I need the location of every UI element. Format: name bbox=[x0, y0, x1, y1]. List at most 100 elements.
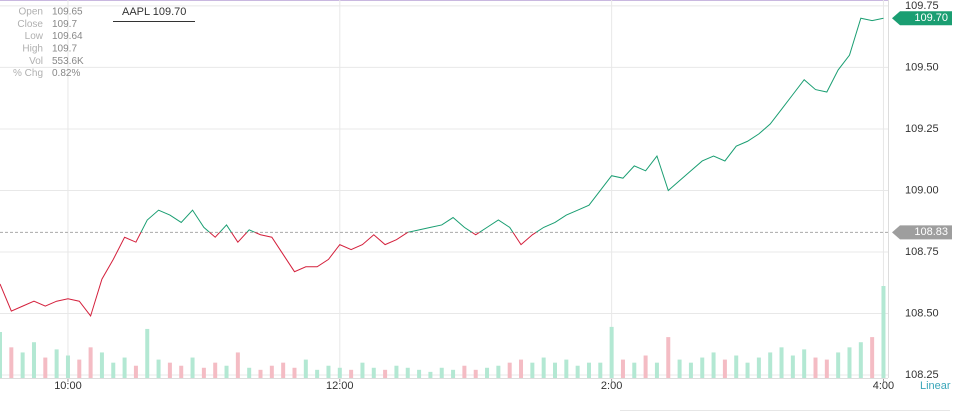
volume-bar bbox=[0, 332, 2, 378]
volume-bar bbox=[779, 347, 784, 378]
volume-bar bbox=[54, 349, 59, 378]
volume-bar bbox=[824, 359, 829, 378]
volume-bar bbox=[802, 349, 807, 378]
volume-bar bbox=[77, 359, 82, 378]
y-tick-label: 108.25 bbox=[905, 369, 939, 381]
scale-label[interactable]: Linear bbox=[920, 380, 951, 392]
last-price-tag-label: 109.70 bbox=[914, 12, 948, 24]
y-tick-label: 109.50 bbox=[905, 61, 939, 73]
reference-tag: 108.83 bbox=[892, 225, 952, 240]
x-tick-label: 4:00 bbox=[873, 380, 894, 392]
info-panel: Open 109.65 Close 109.7 Low 109.64 High 109.7 Vo… bbox=[13, 7, 84, 80]
x-tick-label: 12:00 bbox=[326, 380, 354, 392]
volume-bar bbox=[326, 365, 331, 378]
volume-bar bbox=[677, 359, 682, 378]
x-tick-label: 2:00 bbox=[601, 380, 622, 392]
volume-bar bbox=[349, 369, 354, 378]
volume bbox=[0, 286, 886, 378]
volume-bar bbox=[111, 362, 116, 378]
legend: AAPL 109.70 bbox=[113, 6, 195, 22]
volume-bar bbox=[190, 357, 195, 378]
volume-bar bbox=[575, 365, 580, 378]
volume-bar bbox=[688, 362, 693, 378]
last-price-tag-shape bbox=[892, 11, 952, 26]
info-label: Open bbox=[19, 7, 43, 18]
volume-bar bbox=[836, 352, 841, 378]
volume-bar bbox=[666, 337, 671, 378]
volume-bar bbox=[133, 365, 138, 378]
info-label: Vol bbox=[29, 56, 43, 67]
x-tick-label: 10:00 bbox=[54, 380, 82, 392]
volume-bar bbox=[235, 352, 240, 378]
volume-bar bbox=[65, 355, 70, 378]
volume-bar bbox=[269, 365, 274, 378]
volume-bar bbox=[281, 362, 286, 378]
volume-bar bbox=[439, 367, 444, 378]
volume-bar bbox=[485, 367, 490, 378]
price-line-down bbox=[0, 232, 538, 318]
info-label: Low bbox=[25, 31, 44, 42]
volume-bar bbox=[43, 357, 48, 378]
volume-bar bbox=[541, 357, 546, 378]
info-label: High bbox=[22, 44, 43, 55]
info-label: Close bbox=[17, 19, 43, 30]
y-tick-label: 108.50 bbox=[905, 307, 939, 319]
volume-bar bbox=[247, 367, 252, 378]
info-value: 109.7 bbox=[52, 19, 77, 30]
y-tick-label: 109.75 bbox=[905, 0, 939, 12]
volume-bar bbox=[20, 352, 25, 378]
info-value: 109.7 bbox=[52, 44, 77, 55]
volume-bar bbox=[213, 362, 218, 378]
volume-bar bbox=[632, 362, 637, 378]
volume-bar bbox=[303, 359, 308, 378]
info-value: 109.65 bbox=[52, 7, 83, 18]
volume-bar bbox=[756, 357, 761, 378]
volume-bar bbox=[722, 359, 727, 378]
y-tick-label: 109.00 bbox=[905, 184, 939, 196]
volume-bar bbox=[586, 362, 591, 378]
volume-bar bbox=[507, 362, 512, 378]
volume-bar bbox=[292, 367, 297, 378]
last-price-tag: 109.70 bbox=[892, 11, 952, 26]
volume-bar bbox=[337, 367, 342, 378]
volume-bar bbox=[383, 369, 388, 378]
volume-bar bbox=[201, 367, 206, 378]
info-value: 109.64 bbox=[52, 31, 83, 42]
volume-bar bbox=[745, 362, 750, 378]
volume-bar bbox=[700, 357, 705, 378]
volume-bar bbox=[224, 365, 229, 378]
volume-bar bbox=[858, 342, 863, 378]
volume-bar bbox=[145, 328, 150, 378]
volume-bar bbox=[519, 359, 524, 378]
volume-bar bbox=[9, 347, 14, 378]
info-value: 553.6K bbox=[52, 56, 84, 67]
y-tick-label: 108.75 bbox=[905, 246, 939, 258]
volume-bar bbox=[156, 359, 161, 378]
volume-bar bbox=[530, 362, 535, 378]
legend-label: AAPL 109.70 bbox=[122, 6, 186, 18]
volume-bar bbox=[870, 337, 875, 378]
volume-bar bbox=[31, 342, 36, 378]
volume-bar bbox=[405, 367, 410, 378]
volume-bar bbox=[711, 352, 716, 378]
volume-bar bbox=[315, 369, 320, 378]
volume-bar bbox=[609, 326, 614, 378]
y-tick-label: 109.25 bbox=[905, 123, 939, 135]
volume-bar bbox=[99, 352, 104, 378]
volume-bar bbox=[598, 362, 603, 378]
volume-bar bbox=[734, 355, 739, 378]
volume-bar bbox=[167, 362, 172, 378]
price-line-up bbox=[140, 17, 884, 233]
volume-bar bbox=[417, 369, 422, 378]
volume-bar bbox=[790, 355, 795, 378]
volume-bar bbox=[462, 365, 467, 378]
volume-bar bbox=[768, 352, 773, 378]
volume-bar bbox=[564, 359, 569, 378]
volume-bar bbox=[88, 347, 93, 378]
volume-bar bbox=[360, 362, 365, 378]
volume-bar bbox=[451, 369, 456, 378]
volume-bar bbox=[553, 362, 557, 378]
volume-bar bbox=[813, 357, 818, 378]
